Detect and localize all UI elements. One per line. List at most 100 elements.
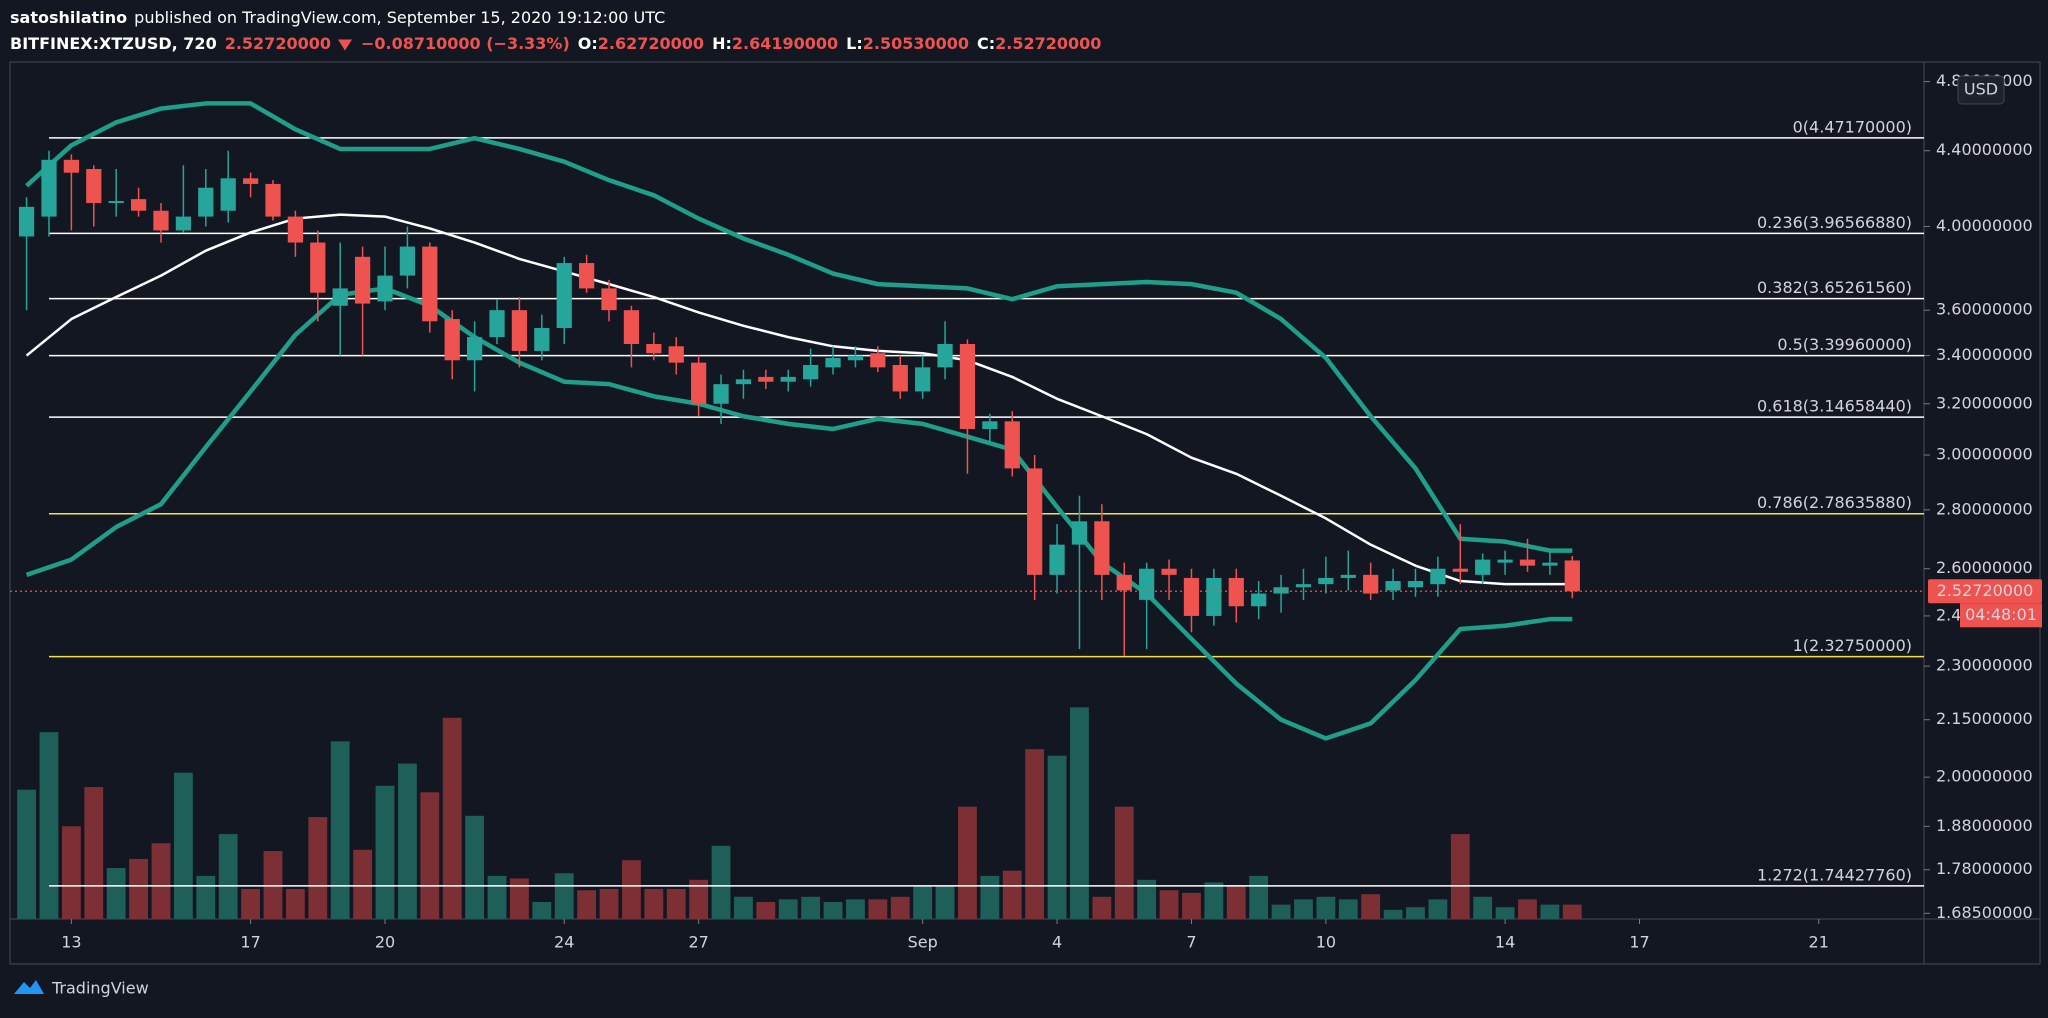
candle-body [489,310,505,338]
candle-body [1519,559,1536,566]
volume-bar [1338,899,1358,919]
candle-body [556,263,572,329]
author: satoshilatino [10,8,127,27]
x-tick-label: Sep [908,933,938,952]
volume-bar [801,896,821,919]
bollinger-lower [25,286,1573,741]
volume-bar [689,879,709,919]
candle-body [870,353,886,368]
volume-bar [1450,834,1470,919]
volume-bar [39,732,59,919]
ohlc-value: 2.50530000 [863,34,969,53]
volume-bar [644,888,664,919]
y-tick-label: 2.30000000 [1936,656,2033,675]
candle-body [1183,577,1200,616]
fib-label: 0.236(3.96566880) [1757,213,1912,232]
chart-frame [9,61,2041,965]
candle-body [444,319,460,361]
candle-body [265,183,281,217]
candle-body [399,246,416,276]
candle-body [466,337,483,361]
volume-bar [1047,755,1067,919]
volume-bar [17,789,36,919]
ohlc-label: O: [578,34,598,53]
ohlc-value: 2.62720000 [598,34,704,53]
candle-body [1071,521,1088,545]
candle-body [153,210,169,231]
candle-body [1027,468,1043,575]
candle-body [1430,568,1446,585]
y-tick-label: 3.00000000 [1936,445,2033,464]
y-tick-label: 1.78000000 [1936,859,2033,878]
volume-bar [980,875,1000,919]
last-price: 2.52720000 [225,34,331,53]
volume-bar [532,902,552,919]
ohlc-label: C: [977,34,995,53]
x-tick-label: 20 [375,933,395,952]
volume-bar [554,873,574,919]
x-tick-label: 21 [1809,933,1829,952]
candle-body [354,256,371,304]
volume-bar [353,849,373,919]
ohlc-label: H: [712,34,732,53]
header-line-1: satoshilatino published on TradingView.co… [10,8,665,27]
x-tick-label: 17 [1629,933,1649,952]
candle-body [18,206,35,237]
candle-body [601,288,617,311]
logo-icon [14,980,44,994]
volume-bar [1025,749,1045,919]
tradingview-logo: TradingView [14,979,149,998]
last-price-label: 2.52720000 [1937,581,2034,600]
volume-bar [1540,904,1560,919]
candle-body [220,178,236,211]
candle-body [108,201,124,203]
candle-body [825,357,841,368]
volume-bar [1114,806,1134,919]
y-tick-label: 3.20000000 [1936,393,2033,412]
fib-label: 1(2.32750000) [1793,636,1912,655]
volume-bar [84,787,104,919]
candle-body [892,364,908,392]
candle-body [780,376,796,382]
volume-bar [1249,875,1269,919]
volume-bar [711,845,731,919]
volume-bar [1562,904,1582,919]
plot-area: 0(4.47170000) 0.236(3.96566880) 0.382(3.65… [10,101,1924,919]
y-tick-label: 1.68500000 [1936,903,2033,922]
volume-bar [263,851,283,919]
volume-bar [1002,870,1022,919]
candle-body [1251,593,1267,607]
fib-label: 0(4.47170000) [1793,117,1912,136]
y-tick-label: 3.60000000 [1936,300,2033,319]
y-tick-label: 4.00000000 [1936,216,2033,235]
ohlc-value: 2.64190000 [732,34,838,53]
volume-bar [420,792,440,919]
candle-body [803,364,819,380]
volume-bar [1361,894,1381,919]
candle-body [1004,421,1020,469]
candle-body [691,362,707,404]
volume-bar [756,902,776,919]
y-tick-label: 2.60000000 [1936,558,2033,577]
x-tick-label: 13 [61,933,81,952]
volume-bar [1070,707,1089,919]
candle-body [377,275,393,302]
candle-body [1094,521,1110,575]
volume-bar [890,896,910,919]
candle-body [422,246,438,322]
candle-body [175,216,192,231]
volume-bar [465,815,485,919]
candle-body [534,328,550,351]
candle-body [242,178,259,184]
volume-bar [106,868,126,919]
volume-bar [1137,879,1157,919]
volume-bar [330,741,350,919]
candle-body [1161,568,1177,575]
candle-body [579,263,595,289]
volume-bar [935,886,955,919]
volume-bar [823,902,843,919]
y-tick-label: 2.15000000 [1936,709,2033,728]
candle-body [1318,577,1334,585]
